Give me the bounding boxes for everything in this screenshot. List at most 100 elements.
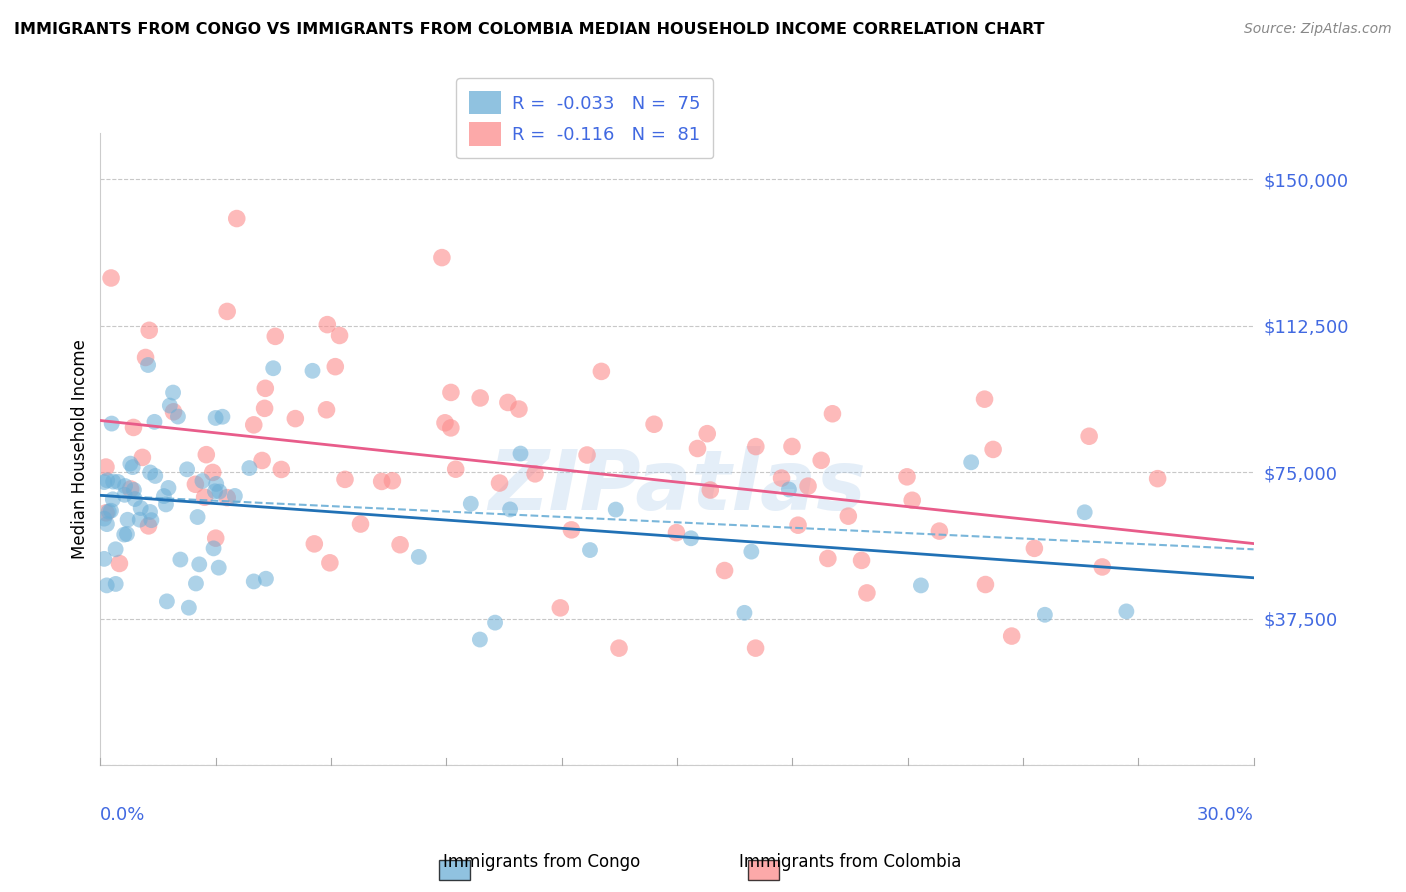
- Point: [349, 517, 371, 532]
- Point: [184, 576, 207, 591]
- Point: [211, 409, 233, 424]
- Point: [93, 552, 115, 566]
- Text: Source: ZipAtlas.com: Source: ZipAtlas.com: [1244, 22, 1392, 37]
- Point: [323, 359, 346, 374]
- Point: [301, 364, 323, 378]
- Point: [202, 541, 225, 556]
- Point: [468, 632, 491, 647]
- Point: [94, 460, 117, 475]
- Point: [204, 484, 226, 499]
- Point: [96, 578, 118, 592]
- Point: [242, 417, 264, 432]
- Point: [208, 560, 231, 574]
- Point: [509, 446, 531, 460]
- Point: [100, 271, 122, 285]
- Point: [408, 549, 430, 564]
- Point: [643, 417, 665, 432]
- Point: [316, 318, 339, 332]
- Point: [1091, 560, 1114, 574]
- Point: [496, 395, 519, 409]
- Point: [96, 517, 118, 532]
- Point: [167, 409, 190, 424]
- Point: [579, 543, 602, 558]
- Point: [607, 641, 630, 656]
- Point: [204, 531, 226, 545]
- Point: [470, 391, 492, 405]
- Point: [104, 542, 127, 557]
- Point: [488, 476, 510, 491]
- Point: [270, 462, 292, 476]
- Text: 30.0%: 30.0%: [1197, 806, 1254, 824]
- Point: [104, 577, 127, 591]
- Point: [114, 488, 136, 502]
- Point: [162, 385, 184, 400]
- Point: [191, 474, 214, 488]
- Point: [224, 489, 246, 503]
- Legend: R =  -0.033   N =  75, R =  -0.116   N =  81: R = -0.033 N = 75, R = -0.116 N = 81: [456, 78, 713, 158]
- Point: [254, 572, 277, 586]
- Point: [139, 505, 162, 519]
- Point: [770, 471, 793, 485]
- Point: [131, 450, 153, 465]
- Point: [176, 462, 198, 476]
- Point: [156, 594, 179, 608]
- Point: [329, 328, 352, 343]
- Point: [100, 417, 122, 431]
- Point: [713, 564, 735, 578]
- Point: [217, 491, 239, 505]
- Text: ZIPatlas: ZIPatlas: [488, 446, 866, 527]
- Point: [208, 484, 231, 499]
- Point: [100, 504, 122, 518]
- Point: [238, 461, 260, 475]
- Point: [851, 553, 873, 567]
- Point: [108, 557, 131, 571]
- Point: [184, 477, 207, 491]
- Point: [121, 460, 143, 475]
- Point: [124, 491, 146, 506]
- Point: [745, 440, 768, 454]
- Point: [981, 442, 1004, 457]
- Point: [821, 407, 844, 421]
- Point: [817, 551, 839, 566]
- Point: [112, 527, 135, 541]
- Point: [262, 361, 284, 376]
- Point: [1024, 541, 1046, 556]
- Point: [155, 497, 177, 511]
- Point: [162, 405, 184, 419]
- Point: [460, 497, 482, 511]
- Point: [1073, 505, 1095, 519]
- Point: [101, 492, 124, 507]
- Point: [797, 479, 820, 493]
- Point: [699, 483, 721, 497]
- Point: [1115, 604, 1137, 618]
- Point: [159, 399, 181, 413]
- Point: [484, 615, 506, 630]
- Point: [284, 411, 307, 425]
- Point: [122, 420, 145, 434]
- Point: [444, 462, 467, 476]
- Point: [204, 411, 226, 425]
- Point: [97, 505, 120, 519]
- Point: [107, 475, 129, 489]
- Point: [205, 477, 228, 491]
- Point: [778, 483, 800, 497]
- Point: [910, 578, 932, 592]
- Point: [591, 364, 613, 378]
- Point: [129, 501, 152, 516]
- Point: [974, 577, 997, 591]
- Point: [1033, 607, 1056, 622]
- Point: [928, 524, 950, 538]
- Text: Immigrants from Colombia: Immigrants from Colombia: [740, 853, 962, 871]
- Point: [143, 469, 166, 483]
- Point: [135, 351, 157, 365]
- Point: [733, 606, 755, 620]
- Point: [250, 453, 273, 467]
- Point: [254, 381, 277, 395]
- Point: [139, 466, 162, 480]
- Point: [101, 475, 124, 489]
- Point: [217, 304, 239, 318]
- Point: [333, 472, 356, 486]
- Point: [960, 455, 983, 469]
- Point: [114, 479, 136, 493]
- Text: IMMIGRANTS FROM CONGO VS IMMIGRANTS FROM COLOMBIA MEDIAN HOUSEHOLD INCOME CORREL: IMMIGRANTS FROM CONGO VS IMMIGRANTS FROM…: [14, 22, 1045, 37]
